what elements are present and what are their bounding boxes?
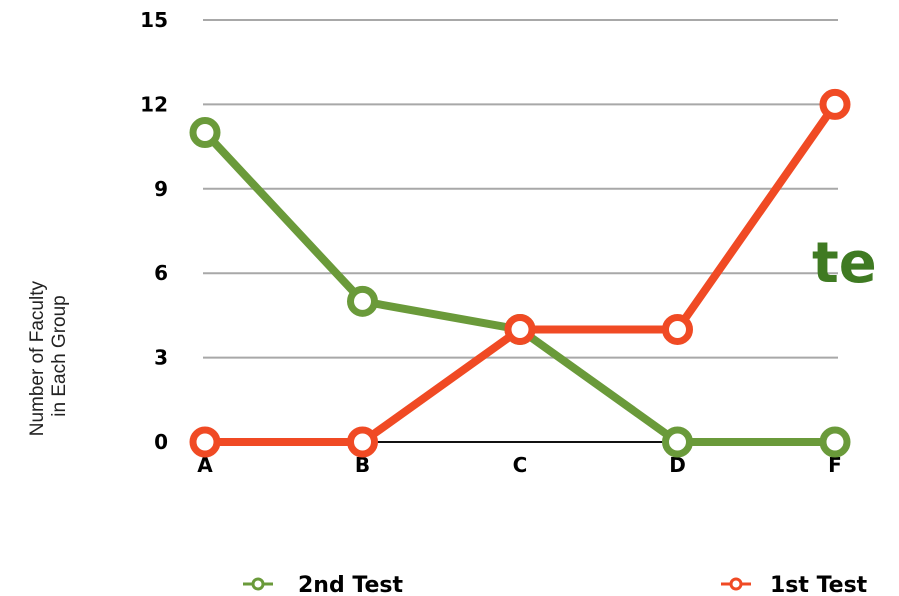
point-2nd-test-B <box>347 285 378 317</box>
y-tick-label-9: 9 <box>154 177 168 201</box>
x-tick-label-A: A <box>197 453 213 477</box>
series-2nd-test <box>189 117 851 458</box>
legend-swatch-marker-2nd-test <box>251 577 265 591</box>
y-axis-title-line-1: Number of Faculty <box>27 281 48 437</box>
series-line-2nd-test <box>201 128 839 446</box>
legend-label-2nd-test: 2nd Test <box>298 573 403 596</box>
y-tick-label-12: 12 <box>140 92 168 116</box>
x-tick-label-B: B <box>355 453 370 477</box>
series-1st-test <box>189 88 851 458</box>
point-2nd-test-F <box>819 426 851 458</box>
legend-item-1st-test: 1st Test <box>721 573 868 596</box>
y-tick-label-6: 6 <box>154 261 168 285</box>
legend-swatch-marker-1st-test <box>729 577 743 591</box>
point-2nd-test-D <box>662 426 693 458</box>
x-tick-label-F: F <box>828 453 842 477</box>
gridlines <box>203 19 838 359</box>
point-2nd-test-A <box>189 117 221 149</box>
legend-label-1st-test: 1st Test <box>770 573 868 596</box>
y-tick-label-0: 0 <box>154 430 168 454</box>
point-1st-test-D <box>662 313 693 345</box>
legend: 2nd Test 1st Test <box>243 573 868 596</box>
point-1st-test-A <box>189 426 221 458</box>
y-tick-label-15: 15 <box>140 8 168 32</box>
y-tick-labels: 0 3 6 9 12 15 <box>140 8 168 454</box>
watermark-logo: te <box>812 231 877 296</box>
point-1st-test-C <box>504 313 536 345</box>
point-1st-test-F <box>819 88 851 120</box>
series-layer <box>189 88 851 458</box>
y-tick-label-3: 3 <box>154 346 168 370</box>
x-tick-label-D: D <box>669 453 686 477</box>
x-tick-label-C: C <box>513 453 528 477</box>
y-axis-title: Number of Faculty in Each Group <box>27 276 70 437</box>
point-1st-test-B <box>347 426 378 458</box>
legend-item-2nd-test: 2nd Test <box>243 573 403 596</box>
y-axis-title-line-2: in Each Group <box>49 295 70 416</box>
